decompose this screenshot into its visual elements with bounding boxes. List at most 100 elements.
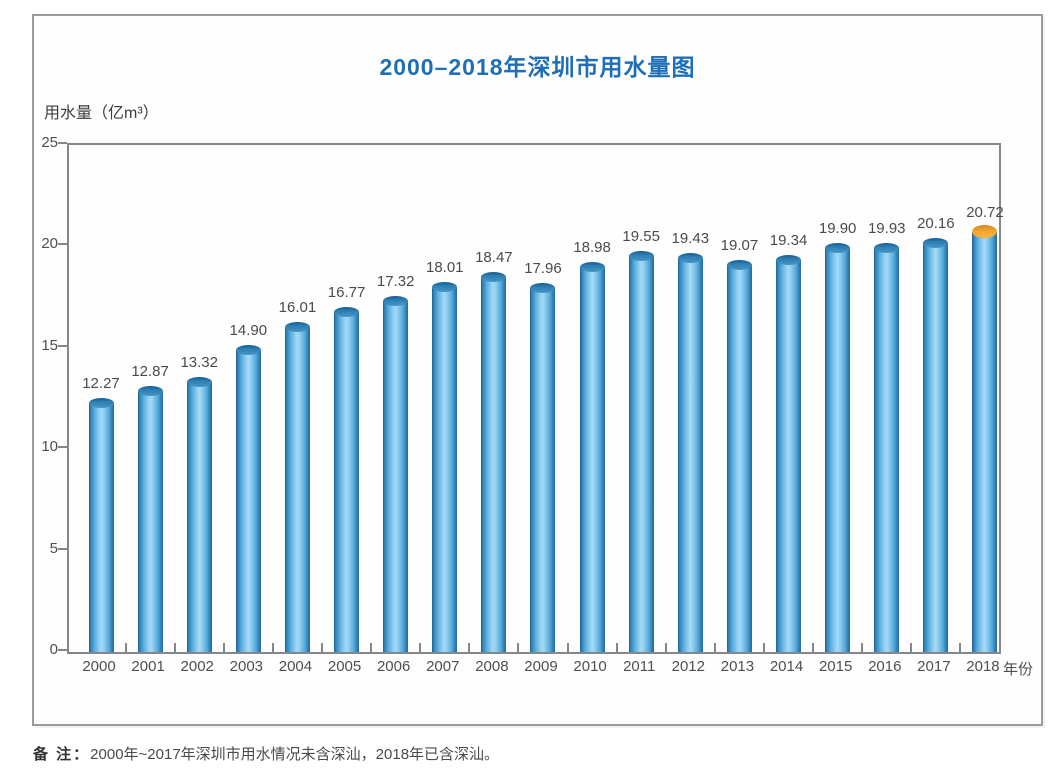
- y-tick-label-20: 20: [41, 235, 58, 253]
- bar-cap-2016: [874, 242, 900, 253]
- x-axis-label-2008: 2008: [475, 658, 509, 675]
- bar-2012: [677, 252, 703, 652]
- y-tick-mark-0: [58, 649, 67, 651]
- bar-value-label-2011: 19.55: [622, 227, 660, 245]
- bar-value-label-2002: 13.32: [180, 353, 218, 371]
- chart-title: 2000–2018年深圳市用水量图: [379, 54, 696, 80]
- x-axis-label-2017: 2017: [917, 658, 951, 675]
- x-tick-mark-5: [370, 643, 373, 652]
- bar-2004: [284, 322, 310, 652]
- bar-2016: [874, 242, 900, 652]
- x-axis-label-2005: 2005: [327, 658, 362, 675]
- x-axis-label-2002: 2002: [180, 658, 214, 675]
- y-tick-label-5: 5: [49, 539, 58, 557]
- bar-2008: [481, 272, 507, 652]
- y-tick-label-25: 25: [41, 134, 58, 151]
- footnote-text: 2000年~2017年深圳市用水情况未含深汕，2018年已含深汕。: [90, 746, 500, 763]
- bar-value-label-2006: 17.32: [376, 272, 415, 290]
- bar-value-label-2000: 12.27: [82, 375, 120, 393]
- y-tick-mark-5: [58, 547, 67, 550]
- x-tick-mark-0: [124, 643, 127, 652]
- bar-2013: [726, 260, 752, 652]
- bar-cap-2010: [579, 262, 605, 273]
- bar-value-label-2003: 14.90: [229, 321, 268, 339]
- bar-cap-2018: [972, 224, 998, 238]
- bar-value-label-2012: 19.43: [671, 229, 710, 247]
- x-tick-mark-3: [271, 643, 274, 652]
- bar-cap-2005: [334, 306, 360, 317]
- x-tick-mark-8: [517, 643, 520, 652]
- bar-2001: [137, 386, 163, 652]
- bar-value-label-2001: 12.87: [131, 363, 169, 380]
- x-axis-label-2011: 2011: [623, 658, 656, 675]
- x-tick-mark-2: [222, 643, 225, 652]
- bar-value-label-2004: 16.01: [278, 299, 317, 317]
- bar-value-label-2008: 18.47: [475, 249, 513, 267]
- x-axis-label-2013: 2013: [720, 658, 755, 675]
- bar-value-label-2014: 19.34: [769, 231, 808, 249]
- x-tick-mark-9: [566, 643, 569, 652]
- footnote: 备 注：2000年~2017年深圳市用水情况未含深汕，2018年已含深汕。: [33, 743, 499, 764]
- x-axis-label-2009: 2009: [524, 658, 558, 675]
- x-axis-unit-label: 年份: [1003, 661, 1034, 678]
- x-axis-label-2007: 2007: [426, 658, 460, 675]
- x-tick-mark-6: [419, 643, 422, 652]
- bar-cap-2017: [923, 238, 949, 249]
- x-axis-label-2010: 2010: [573, 658, 607, 675]
- x-tick-mark-14: [812, 643, 815, 652]
- bar-2017: [923, 238, 949, 652]
- bar-value-label-2015: 19.90: [818, 220, 857, 238]
- x-axis-label-2003: 2003: [229, 658, 264, 675]
- bar-cap-2000: [88, 398, 114, 409]
- y-axis-title: 用水量（亿m³）: [44, 105, 159, 122]
- x-axis-label-2015: 2015: [818, 658, 853, 675]
- x-axis-label-2000: 2000: [82, 658, 116, 675]
- bar-cap-2007: [432, 281, 458, 292]
- x-tick-mark-16: [910, 643, 913, 652]
- x-tick-mark-17: [959, 643, 962, 652]
- bar-2000: [88, 398, 114, 652]
- bar-cap-2001: [137, 386, 163, 396]
- x-tick-mark-4: [320, 643, 323, 652]
- bar-2011: [628, 250, 654, 652]
- bar-2007: [432, 281, 458, 652]
- bar-2005: [334, 306, 360, 652]
- bar-value-label-2005: 16.77: [327, 283, 366, 301]
- x-axis-label-2018: 2018: [966, 658, 1000, 675]
- bar-cap-2009: [530, 282, 556, 293]
- bar-value-label-2009: 17.96: [524, 259, 562, 277]
- bar-cap-2011: [628, 250, 654, 261]
- footnote-label: 备 注：: [33, 746, 91, 763]
- bar-2002: [186, 376, 212, 652]
- x-tick-mark-12: [713, 643, 716, 652]
- x-axis-label-2012: 2012: [671, 658, 705, 675]
- bar-value-label-2018: 20.72: [966, 203, 1004, 221]
- y-tick-label-10: 10: [41, 438, 58, 456]
- bar-cap-2006: [383, 295, 409, 306]
- bar-2015: [825, 243, 851, 652]
- x-axis-label-2004: 2004: [278, 658, 313, 675]
- bar-cap-2008: [481, 272, 507, 283]
- x-axis-label-2016: 2016: [868, 658, 902, 675]
- x-tick-mark-15: [861, 643, 864, 652]
- bar-value-label-2016: 19.93: [867, 219, 906, 237]
- plot-area: 12.27 12.87 13.32 14.90 16.01 16.77 17.32 18.01…: [67, 143, 1004, 654]
- y-tick-label-0: 0: [49, 641, 58, 658]
- bar-value-label-2013: 19.07: [720, 237, 759, 255]
- bar-2018: [972, 224, 998, 652]
- bar-2010: [579, 262, 605, 652]
- y-tick-mark-10: [58, 446, 67, 449]
- bar-cap-2015: [825, 243, 851, 254]
- bar-cap-2002: [186, 376, 212, 387]
- bar-2009: [530, 282, 556, 652]
- x-axis-label-2001: 2001: [131, 658, 165, 675]
- y-tick-mark-15: [58, 344, 67, 347]
- x-tick-mark-13: [762, 643, 765, 652]
- x-tick-mark-10: [615, 643, 618, 652]
- x-tick-mark-1: [173, 643, 176, 652]
- bar-value-label-2007: 18.01: [425, 258, 464, 276]
- bar-cap-2013: [726, 260, 752, 271]
- bar-cap-2003: [235, 344, 261, 355]
- x-axis-label-2006: 2006: [376, 658, 411, 675]
